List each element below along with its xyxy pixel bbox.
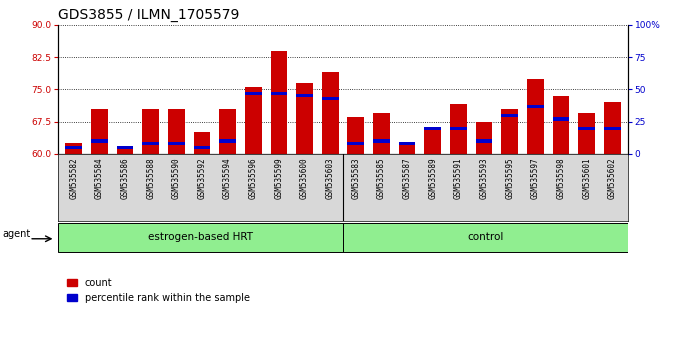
Bar	[578, 126, 595, 130]
Bar	[450, 104, 466, 154]
Bar	[425, 130, 441, 154]
Text: GSM535590: GSM535590	[172, 157, 181, 199]
Bar	[553, 118, 569, 121]
Bar	[270, 51, 287, 154]
Bar	[193, 132, 211, 154]
Text: GSM535585: GSM535585	[377, 157, 386, 199]
Bar	[91, 109, 108, 154]
Text: GSM535598: GSM535598	[556, 157, 565, 199]
Bar	[475, 139, 493, 143]
Text: GSM535602: GSM535602	[608, 157, 617, 199]
Bar	[527, 104, 544, 108]
Text: GSM535583: GSM535583	[351, 157, 360, 199]
Bar	[578, 113, 595, 154]
Bar	[604, 102, 621, 154]
Bar	[193, 146, 211, 149]
Bar	[168, 142, 185, 145]
Bar	[501, 109, 518, 154]
Text: GSM535582: GSM535582	[69, 157, 78, 199]
Bar	[296, 83, 313, 154]
Text: GSM535603: GSM535603	[326, 157, 335, 199]
Bar	[348, 142, 364, 145]
Text: GSM535596: GSM535596	[249, 157, 258, 199]
Bar	[527, 79, 544, 154]
Bar	[399, 145, 416, 154]
Text: GSM535593: GSM535593	[480, 157, 488, 199]
Text: GSM535589: GSM535589	[428, 157, 437, 199]
Bar	[220, 139, 236, 143]
Bar	[117, 148, 133, 154]
Text: GSM535594: GSM535594	[223, 157, 232, 199]
Text: GDS3855 / ILMN_1705579: GDS3855 / ILMN_1705579	[58, 8, 239, 22]
Text: agent: agent	[2, 229, 31, 239]
FancyBboxPatch shape	[58, 223, 343, 251]
Bar	[322, 72, 338, 154]
Legend: count, percentile rank within the sample: count, percentile rank within the sample	[63, 274, 253, 307]
FancyBboxPatch shape	[343, 223, 628, 251]
Bar	[65, 143, 82, 154]
Text: GSM535600: GSM535600	[300, 157, 309, 199]
Bar	[142, 142, 159, 145]
Bar	[501, 114, 518, 117]
Bar	[553, 96, 569, 154]
Text: GSM535597: GSM535597	[531, 157, 540, 199]
Bar	[270, 92, 287, 95]
Bar	[117, 146, 133, 149]
Bar	[450, 126, 466, 130]
Text: control: control	[467, 232, 504, 241]
Text: GSM535592: GSM535592	[198, 157, 206, 199]
Bar	[425, 126, 441, 130]
Bar	[245, 92, 261, 95]
Bar	[142, 109, 159, 154]
Bar	[65, 146, 82, 149]
Bar	[475, 122, 493, 154]
Text: GSM535588: GSM535588	[146, 157, 155, 199]
Bar	[245, 87, 261, 154]
Text: GSM535587: GSM535587	[403, 157, 412, 199]
Bar	[348, 118, 364, 154]
Text: GSM535591: GSM535591	[454, 157, 463, 199]
Bar	[399, 142, 416, 145]
Text: GSM535595: GSM535595	[505, 157, 514, 199]
Text: GSM535601: GSM535601	[582, 157, 591, 199]
Text: GSM535584: GSM535584	[95, 157, 104, 199]
Bar	[373, 139, 390, 143]
Text: GSM535599: GSM535599	[274, 157, 283, 199]
Text: estrogen-based HRT: estrogen-based HRT	[148, 232, 253, 241]
Bar	[373, 113, 390, 154]
Bar	[168, 109, 185, 154]
Text: GSM535586: GSM535586	[121, 157, 130, 199]
Bar	[91, 139, 108, 143]
Bar	[322, 97, 338, 100]
Bar	[220, 109, 236, 154]
Bar	[604, 126, 621, 130]
Bar	[296, 94, 313, 97]
